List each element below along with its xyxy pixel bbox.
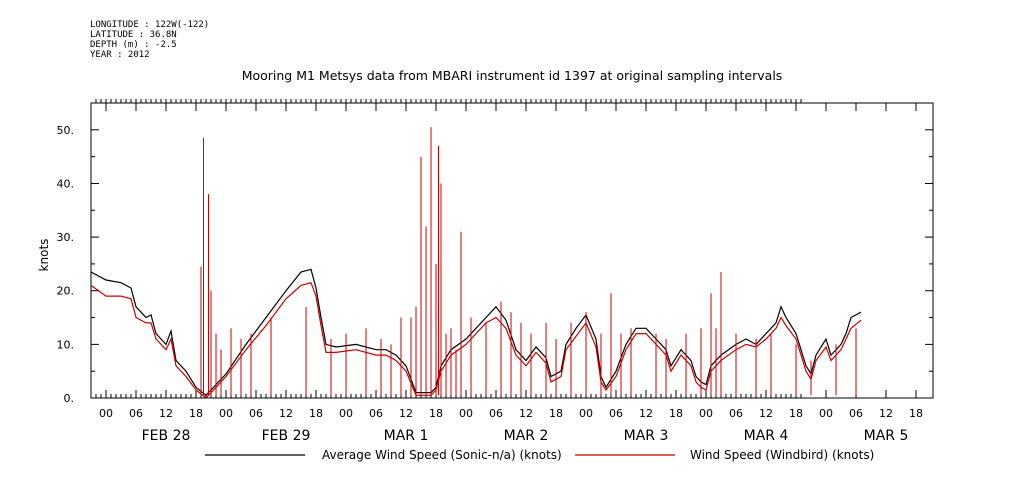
chart-title: Mooring M1 Metsys data from MBARI instru… [242,68,783,83]
x-tick-label: 06 [129,407,143,420]
x-tick-label: 12 [279,407,293,420]
y-tick-label: 40. [57,177,75,190]
plot-frame [90,102,934,399]
y-tick-label: 10. [57,338,75,351]
x-tick-label: 18 [429,407,443,420]
day-label: FEB 28 [142,428,191,444]
year-label: YEAR : 2012 [90,50,150,60]
day-label: FEB 29 [262,428,311,444]
series-layer [91,127,862,398]
x-tick-label: 06 [729,407,743,420]
x-tick-label: 12 [519,407,533,420]
x-tick-label: 00 [99,407,113,420]
x-tick-label: 00 [459,407,473,420]
x-tick-label: 18 [309,407,323,420]
series-windbird-line [91,281,862,398]
day-label: MAR 4 [744,428,789,444]
x-tick-label: 18 [789,407,803,420]
x-tick-label: 06 [849,407,863,420]
series-group [91,127,862,398]
latitude-label: LATITUDE : 36.8N [90,30,177,40]
day-label: MAR 3 [624,428,669,444]
series-sonic-line [91,268,862,397]
day-label: MAR 1 [384,428,429,444]
x-tick-label: 06 [369,407,383,420]
x-tick-label: 12 [159,407,173,420]
x-tick-label: 12 [399,407,413,420]
day-label: MAR 5 [864,428,909,444]
x-tick-label: 00 [219,407,233,420]
x-tick-label: 06 [609,407,623,420]
depth-label: DEPTH (m) : -2.5 [90,40,177,50]
x-tick-label: 00 [579,407,593,420]
y-tick-label: 0. [64,392,75,405]
axes: 0. 10. 20. 30. 40. 50. 00 06 12 18 00 06 12 18 00 06 12 1… [57,99,933,444]
x-tick-label: 18 [669,407,683,420]
x-tick-label: 12 [879,407,893,420]
x-tick-label: 00 [819,407,833,420]
x-tick-label: 12 [759,407,773,420]
x-tick-label: 06 [489,407,503,420]
x-tick-label: 18 [549,407,563,420]
legend-label: Average Wind Speed (Sonic-n/a) (knots) [322,448,562,462]
x-tick-label: 18 [909,407,923,420]
legend-label: Wind Speed (Windbird) (knots) [690,448,874,462]
x-tick-label: 00 [699,407,713,420]
y-axis-label: knots [37,239,51,272]
day-label: MAR 2 [504,428,549,444]
x-tick-label: 06 [249,407,263,420]
y-tick-label: 20. [57,285,75,298]
x-tick-label: 00 [339,407,353,420]
x-tick-label: 18 [189,407,203,420]
legend: Average Wind Speed (Sonic-n/a) (knots) Wi… [205,448,874,462]
y-tick-label: 30. [57,231,75,244]
longitude-label: LONGITUDE : 122W(-122) [90,20,210,30]
metadata-block: LONGITUDE : 122W(-122) LATITUDE : 36.8N … [90,20,209,60]
y-tick-label: 50. [57,124,75,137]
x-tick-label: 12 [639,407,653,420]
